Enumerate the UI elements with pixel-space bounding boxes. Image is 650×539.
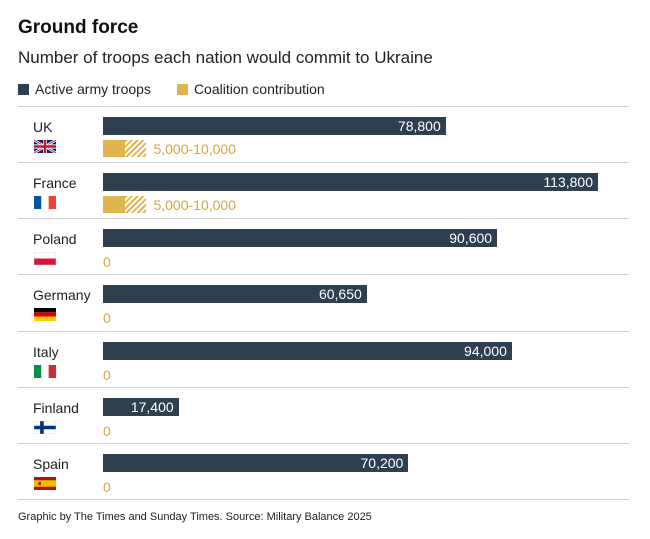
data-label: 17,400	[130, 398, 174, 415]
data-label: 0	[103, 310, 111, 327]
spain-flag-icon	[34, 476, 56, 490]
data-label: 94,000	[464, 342, 507, 359]
poland-flag-icon	[34, 252, 57, 266]
data-label: 0	[103, 366, 111, 383]
germany-flag-icon	[34, 308, 56, 322]
bar-active-troops: 60,650	[103, 285, 367, 304]
data-label: 0	[103, 422, 111, 439]
finland-flag-icon	[34, 420, 56, 434]
category-label: Finland	[33, 399, 79, 416]
legend: Active army troops Coalition contributio…	[18, 81, 351, 97]
france-flag-icon	[34, 196, 56, 210]
category-label: France	[33, 175, 77, 192]
data-label: 0	[103, 478, 111, 495]
legend-item-coalition: Coalition contribution	[176, 81, 325, 97]
bar-active-troops: 70,200	[103, 453, 409, 472]
chart-row-spain: Spain 70,200 0	[18, 444, 629, 500]
bar-active-troops: 17,400	[103, 397, 179, 416]
bar-coalition-contribution: 5,000-10,000	[103, 140, 236, 157]
data-label: 90,600	[449, 230, 493, 247]
chart-row-finland: Finland 17,400 0	[18, 388, 629, 444]
category-label: Poland	[33, 231, 77, 248]
divider	[18, 387, 629, 388]
chart-row-poland: Poland 90,600 0	[18, 219, 629, 275]
chart-row-italy: Italy 94,000 0	[18, 332, 629, 388]
divider	[18, 499, 629, 500]
coalition-range-segment	[124, 196, 147, 214]
bar-active-troops: 90,600	[103, 229, 498, 248]
data-label: 5,000-10,000	[153, 140, 236, 157]
bar-active-troops: 78,800	[103, 117, 446, 135]
uk-flag-icon	[33, 138, 57, 155]
data-label: 78,800	[397, 118, 441, 134]
divider	[18, 331, 629, 332]
chart-title: Ground force	[18, 17, 139, 38]
bar-coalition-contribution: 5,000-10,000	[103, 196, 236, 214]
category-label: Germany	[33, 287, 91, 304]
chart-row-germany: Germany 60,650 0	[18, 275, 629, 331]
legend-label-coalition: Coalition contribution	[193, 81, 325, 97]
source-note: Graphic by The Times and Sunday Times. S…	[18, 511, 372, 523]
coalition-min-segment	[103, 196, 125, 214]
data-label: 0	[103, 254, 111, 271]
chart-subtitle: Number of troops each nation would commi…	[18, 48, 433, 67]
category-label: Spain	[33, 455, 69, 472]
category-label: UK	[33, 119, 53, 135]
data-label: 70,200	[360, 454, 404, 471]
bar-active-troops: 94,000	[103, 341, 512, 360]
legend-swatch-coalition	[176, 83, 188, 95]
divider	[18, 443, 629, 444]
divider	[18, 106, 629, 107]
legend-item-active: Active army troops	[18, 81, 151, 97]
legend-swatch-active	[18, 83, 29, 95]
divider	[18, 218, 629, 219]
bar-active-troops: 113,800	[103, 173, 598, 192]
divider	[18, 162, 629, 163]
chart-row-uk: UK 78,800 5,000-10,000	[18, 107, 629, 163]
italy-flag-icon	[34, 364, 56, 378]
legend-label-active: Active army troops	[35, 81, 151, 97]
category-label: Italy	[33, 343, 59, 360]
divider	[18, 274, 629, 275]
data-label: 5,000-10,000	[153, 196, 236, 213]
data-label: 60,650	[318, 286, 362, 303]
chart-row-france: France 113,800 5,000-10,000	[18, 163, 629, 219]
coalition-range-segment	[124, 140, 147, 157]
coalition-min-segment	[103, 140, 125, 157]
data-label: 113,800	[543, 174, 593, 191]
